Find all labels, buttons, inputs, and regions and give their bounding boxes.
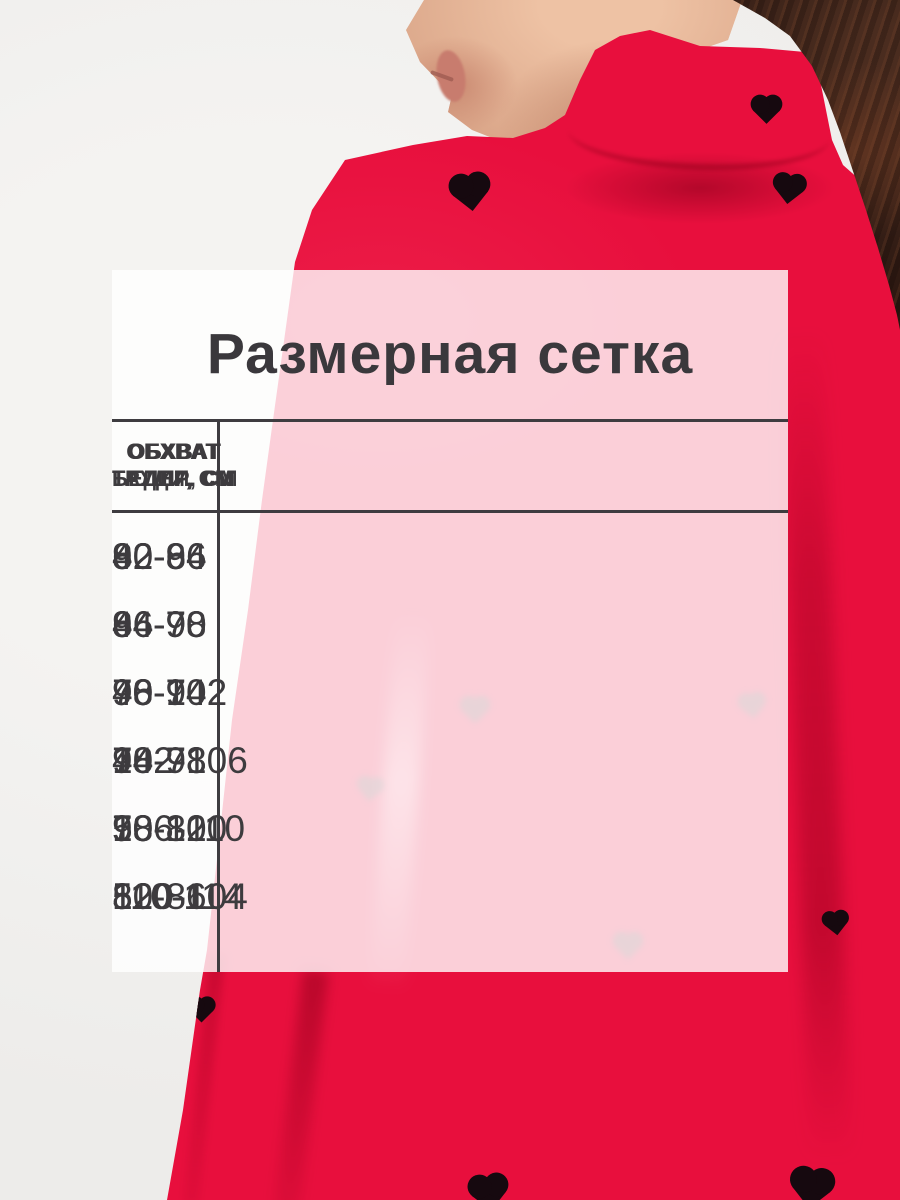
cell-hips: 98-102 — [112, 672, 228, 713]
heart-shape — [452, 175, 489, 212]
table-border-top — [112, 419, 788, 422]
cell-size: 52 — [112, 876, 154, 917]
table-header-divider — [112, 510, 788, 513]
sleeve-crease — [273, 969, 329, 1200]
cell-size: 46 — [112, 672, 154, 713]
heart-shape — [774, 175, 804, 205]
cell-waist: 66-70 — [112, 604, 207, 645]
header-cell-waist: ОБХВАТ ТАЛИИ, СМ — [112, 439, 238, 491]
header-cell-chest: ОБХВАТ ГРУДИ, СМ — [112, 439, 234, 491]
cell-waist: 74-78 — [112, 740, 207, 781]
cell-waist: 82-86 — [112, 876, 207, 917]
cell-size: 50 — [112, 808, 154, 849]
cell-chest: 82-86 — [112, 536, 207, 577]
table-row: 48 94-98 74-78 102-106 — [112, 727, 788, 795]
cell-size: 48 — [112, 740, 154, 781]
cell-chest: 90-94 — [112, 672, 207, 713]
cell-waist: 70-74 — [112, 672, 207, 713]
size-table-body: 42 82-86 62-66 90-94 44 86-90 66-70 94-9… — [112, 523, 788, 931]
cell-chest: 98-100 — [112, 808, 228, 849]
size-chart-title: Размерная сетка — [206, 322, 694, 386]
table-row: 52 100-104 82-86 110-114 — [112, 863, 788, 931]
cell-chest: 94-98 — [112, 740, 207, 781]
collar-fold-crease — [566, 93, 832, 175]
cell-hips: 90-94 — [112, 536, 207, 577]
cell-waist: 62-66 — [112, 536, 207, 577]
cell-waist: 78-82 — [112, 808, 207, 849]
size-chart-panel: Размерная сетка ОБХВАТ ГРУДИ, СМ ОБХВАТ … — [112, 270, 788, 972]
table-row: 44 86-90 66-70 94-98 — [112, 591, 788, 659]
size-table-header: ОБХВАТ ГРУДИ, СМ ОБХВАТ ТАЛИИ, СМ ОБХВАТ… — [112, 422, 788, 508]
cell-hips: 106-110 — [112, 808, 246, 849]
cell-size: 44 — [112, 604, 154, 645]
fabric-fold-shadow — [780, 329, 852, 1161]
cell-hips: 94-98 — [112, 604, 207, 645]
cell-size: 42 — [112, 536, 154, 577]
header-cell-hips: ОБХВАТ БЕДЕР, СМ — [112, 439, 236, 491]
cell-hips: 110-114 — [112, 876, 243, 917]
heart-shape — [792, 1170, 831, 1200]
table-row: 42 82-86 62-66 90-94 — [112, 523, 788, 591]
table-column-divider — [217, 419, 220, 972]
cell-chest: 100-104 — [112, 876, 248, 917]
table-row: 46 90-94 70-74 98-102 — [112, 659, 788, 727]
cell-chest: 86-90 — [112, 604, 207, 645]
heart-shape — [472, 1177, 506, 1200]
cell-hips: 102-106 — [112, 740, 248, 781]
table-row: 50 98-100 78-82 106-110 — [112, 795, 788, 863]
